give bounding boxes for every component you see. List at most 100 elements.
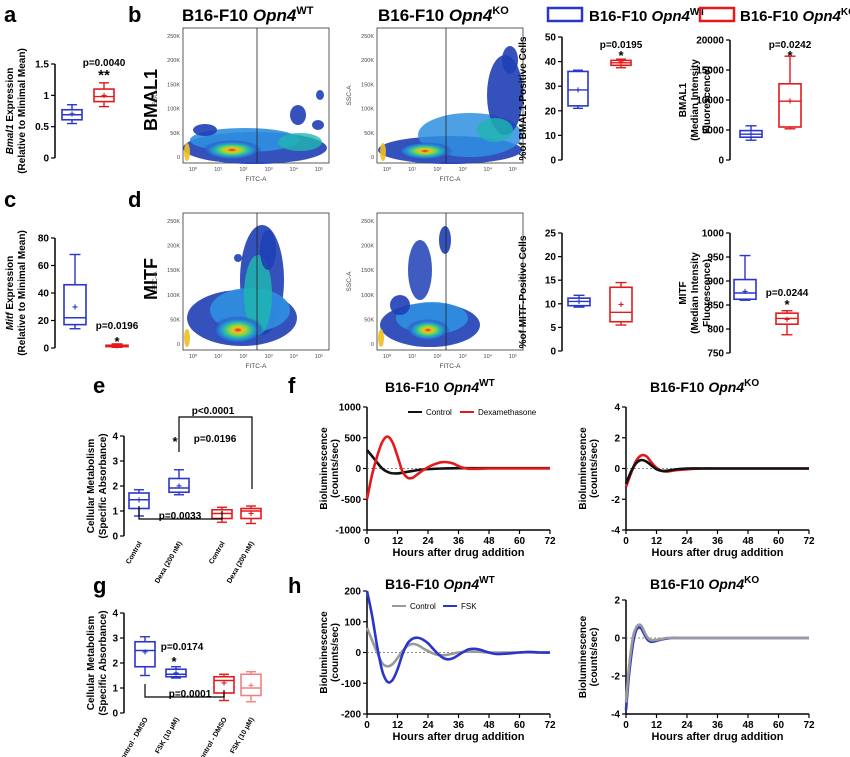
y-tick-label: 1000 (702, 229, 725, 240)
box (567, 70, 589, 107)
y-tick-label: -1000 (335, 526, 361, 537)
y-tick-label: -2 (611, 495, 620, 506)
density-shape (290, 105, 306, 125)
y-tick-label: 4 (112, 609, 118, 620)
y-tick-label: 3 (112, 634, 118, 645)
box-mean-marker: + (576, 297, 582, 308)
chart-mitf-median-intensity: 750 800 850 900 950 1000 MITF (Median Intensity… (678, 229, 809, 360)
series-line-control (365, 449, 550, 475)
tick-label: 10⁴ (484, 353, 493, 360)
tick-label: 150K (167, 82, 180, 88)
x-category-label: FSK (10 μM) (229, 717, 255, 756)
legend-label: Control (410, 602, 436, 611)
y-tick-label: 0 (355, 648, 361, 659)
significance-bracket (144, 684, 225, 698)
y-tick-label: 1.5 (35, 60, 49, 71)
chart-mitf-expression: 0 20 40 60 80 Mitf Expression (Relative to Min… (5, 230, 139, 356)
tick-label: 10³ (459, 354, 467, 360)
y-tick-label: 200 (344, 587, 361, 598)
density-hotspot (406, 319, 450, 341)
axis-label: FITC-A (246, 176, 268, 183)
density-shape (502, 46, 518, 74)
panel-letter-f: f (288, 373, 296, 398)
box-mean-marker: + (787, 97, 793, 108)
y-tick-label: 800 (707, 325, 724, 336)
tick-label: 10² (433, 354, 441, 360)
y-tick-label: 0 (112, 532, 118, 543)
tick-label: 0 (371, 155, 374, 161)
tick-label: 10⁰ (189, 166, 198, 173)
y-axis-label-line2: (Relative to Minimal Mean) (17, 48, 28, 174)
x-tick-label: 60 (773, 720, 785, 731)
tick-label: 10² (239, 167, 247, 173)
legend-top: B16-F10 Opn4WT B16-F10 Opn4KO (546, 6, 850, 25)
y-tick-label: 50 (545, 33, 557, 44)
y-tick-label: 25 (545, 229, 557, 240)
y-axis-label: Cellular Metabolism (86, 616, 97, 711)
tick-label: 150K (167, 268, 180, 274)
y-tick-label: 80 (38, 234, 50, 245)
series-line-dexamethasone (365, 435, 550, 500)
tick-label: 10⁵ (509, 353, 517, 360)
y-tick-label: -4 (611, 710, 620, 721)
tick-label: 50K (364, 317, 374, 323)
y-axis-label-line2: (Relative to Minimal Mean) (17, 230, 28, 356)
y-axis-label-italic: Mitf (5, 311, 16, 330)
density-shape (378, 329, 384, 347)
panel-letter-a: a (4, 2, 17, 27)
box-mean-marker: + (248, 509, 254, 520)
header-h-ko: B16-F10 Opn4KO (650, 575, 759, 592)
tick-label: 200K (361, 58, 374, 64)
x-tick-label: 0 (364, 720, 370, 731)
density-shape (260, 230, 276, 270)
tick-label: 10⁰ (383, 166, 392, 173)
box-mean-marker: + (618, 58, 624, 69)
density-shape (380, 143, 386, 161)
tick-label: 250K (361, 219, 374, 225)
tick-label: 150K (361, 268, 374, 274)
annotation: * (171, 654, 177, 669)
flow-plot-mitf-ko: 250K 200K 150K 100K 50K 0 10⁰ 10¹ 10² 10³ 10⁴ 10⁵ FI… (346, 212, 524, 370)
tick-label: 0 (177, 342, 180, 348)
y-tick-label: 1000 (339, 403, 362, 414)
x-tick-label: 0 (364, 536, 370, 547)
y-axis-label-line2: (Median Intensity (690, 59, 701, 141)
series-line-dexamethasone (624, 453, 809, 488)
y-axis-label: Bioluminescence (578, 615, 589, 698)
tick-label: 10⁵ (315, 353, 323, 360)
axis-label: SSC-A (346, 85, 353, 106)
panel-letter-d: d (128, 187, 141, 212)
tick-label: 50K (170, 131, 180, 137)
axis-label: SSC-A (152, 85, 159, 106)
y-tick-label: 20 (545, 252, 557, 263)
tick-label: 100K (167, 107, 180, 113)
y-tick-label: -500 (341, 495, 361, 506)
y-tick-label: 5 (550, 323, 556, 334)
annotation: p=0.0196 (194, 434, 237, 445)
x-tick-label: 72 (803, 720, 815, 731)
box (134, 640, 156, 668)
box-mean-marker: + (142, 647, 148, 658)
row-label-mitf: MITF (141, 258, 161, 300)
x-tick-label: 12 (651, 536, 663, 547)
x-tick-label: 36 (453, 536, 465, 547)
chart-metabolism-dexa: 0 1 2 3 4 Cellular Metabolism (Specific Absorb… (86, 406, 262, 585)
x-category-label: Dexa (200 nM) (226, 541, 256, 585)
box-mean-marker: + (69, 110, 75, 121)
annotation: * (787, 48, 793, 63)
series-line-control (365, 627, 550, 668)
tick-label: 100K (361, 293, 374, 299)
tick-label: 10⁵ (509, 166, 517, 173)
y-axis-label: Bioluminescence (319, 611, 330, 694)
x-tick-label: 12 (651, 720, 663, 731)
y-tick-label: 850 (707, 301, 724, 312)
tick-label: 10² (433, 167, 441, 173)
panel-letter-c: c (4, 187, 16, 212)
y-tick-label: 4 (614, 403, 620, 414)
axis-label: FITC-A (246, 363, 268, 370)
density-shape (439, 226, 451, 254)
x-tick-label: 48 (483, 536, 495, 547)
chart-bioluminescence-fsk-ko: -4 -2 0 2 0 12 24 36 48 60 72 Hours after drug addi… (578, 596, 815, 744)
